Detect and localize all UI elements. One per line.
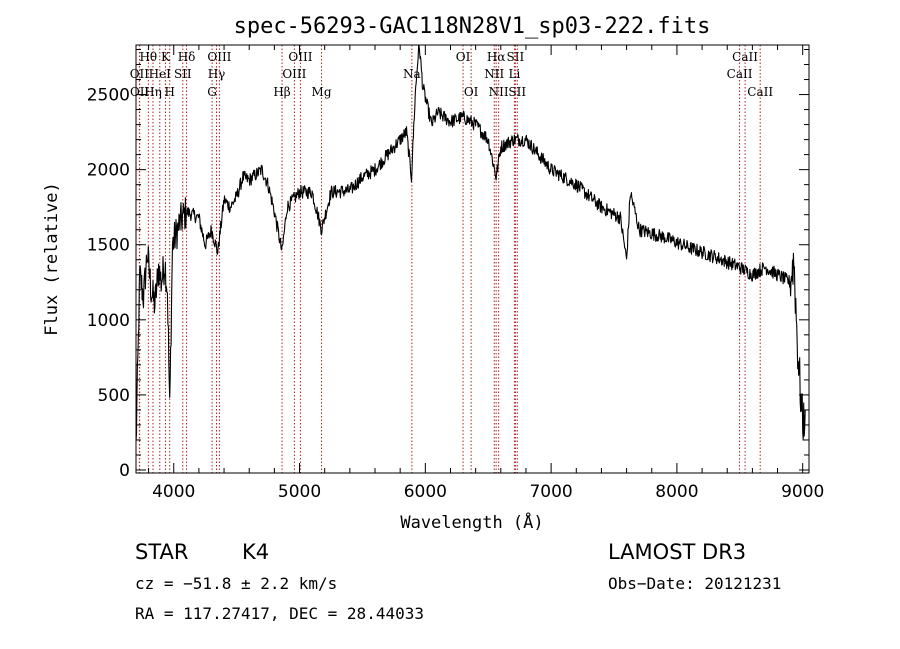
spectral-line-label: NII [489,85,509,99]
object-subclass: K4 [242,540,270,564]
spectral-line-label: Hη [144,85,162,99]
x-tick-label: 4000 [152,482,195,502]
observation-date: Obs−Date: 20121231 [608,574,782,593]
spectral-line-markers [138,45,761,473]
y-tick-label: 2000 [87,161,130,181]
spectral-line-label: OIII [288,50,312,64]
spectrum-line [135,45,806,442]
spectral-line-label: NII [484,67,504,81]
x-tick-label: 8000 [655,482,698,502]
spectral-line-label: OI [464,85,479,99]
spectral-line-label: CaII [727,67,753,81]
object-class: STAR [135,540,189,564]
spectral-line-label: Hβ [273,85,290,99]
y-tick-label: 2500 [87,86,130,106]
spectral-line-label: SII [507,50,525,64]
x-tick-label: 5000 [278,482,321,502]
y-tick-label: 1500 [87,236,130,256]
x-tick-label: 7000 [529,482,572,502]
y-axis-label: Flux (relative) [42,182,62,336]
spectral-line-label: Na [403,67,421,81]
spectral-line-label: Mg [312,85,332,99]
spectral-line-label: Hα [487,50,506,64]
spectral-line-label: Li [508,67,520,81]
spectral-line-label: Hγ [208,67,226,81]
survey-name: LAMOST DR3 [608,540,747,564]
y-tick-label: 500 [98,386,130,406]
spectral-line-label: SII [508,85,526,99]
spectral-line-label: OI [456,50,471,64]
redshift-velocity: cz = −51.8 ± 2.2 km/s [135,574,338,593]
spectral-line-label: CaII [732,50,758,64]
coordinates: RA = 117.27417, DEC = 28.44033 [135,604,424,623]
chart-title: spec-56293-GAC118N28V1_sp03-222.fits [234,14,711,39]
spectral-line-label: Hδ [178,50,196,64]
x-tick-label: 6000 [404,482,447,502]
spectral-line-label: Hθ [139,50,157,64]
y-axis-ticks: 0 500 1000 1500 2000 2500 [87,49,809,481]
x-axis-ticks: 4000 5000 6000 7000 8000 9000 [148,45,824,502]
spectrum-chart: spec-56293-GAC118N28V1_sp03-222.fits Hθ O… [42,14,824,533]
spectral-line-label: CaII [747,85,773,99]
spectral-line-label: K [161,50,171,64]
spectral-line-label: SII [174,67,192,81]
y-tick-label: 0 [119,461,130,481]
x-tick-label: 9000 [781,482,824,502]
spectral-line-label: OII [130,67,150,81]
spectral-line-label: OII [130,85,150,99]
spectral-line-label: HeI [149,67,172,81]
spectral-line-label: OIII [207,50,231,64]
plot-frame [135,44,810,474]
x-axis-label: Wavelength (Å) [400,511,543,533]
y-tick-label: 1000 [87,311,130,331]
spectral-line-label: G [207,85,217,99]
spectral-line-label: OIII [282,67,306,81]
spectral-line-label: H [164,85,174,99]
